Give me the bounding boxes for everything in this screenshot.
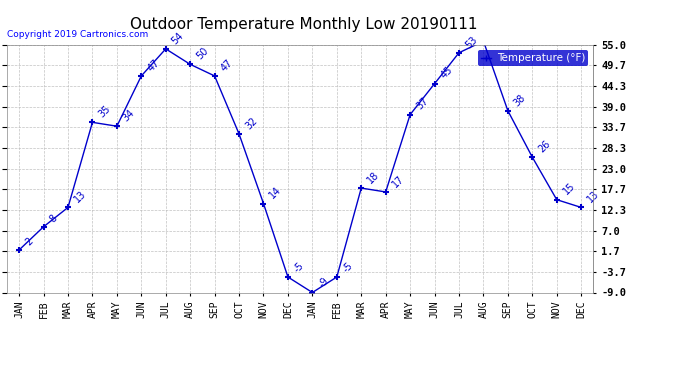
Text: 32: 32 [243,116,259,131]
Text: 50: 50 [195,46,210,62]
Text: 8: 8 [48,213,59,224]
Text: 45: 45 [439,65,455,81]
Text: 18: 18 [366,170,381,185]
Text: 2: 2 [23,236,34,247]
Text: 53: 53 [463,34,479,50]
Text: Outdoor Temperature Monthly Low 20190111: Outdoor Temperature Monthly Low 20190111 [130,17,477,32]
Text: 37: 37 [414,96,430,112]
Text: -5: -5 [341,260,355,274]
Text: -5: -5 [292,260,306,274]
Text: 54: 54 [170,30,186,46]
Text: 17: 17 [390,173,406,189]
Text: 15: 15 [561,181,577,197]
Text: Copyright 2019 Cartronics.com: Copyright 2019 Cartronics.com [7,30,148,39]
Text: 13: 13 [585,189,601,205]
Text: 38: 38 [512,92,528,108]
Text: -9: -9 [317,276,331,290]
Text: 47: 47 [146,57,161,73]
Text: 47: 47 [219,57,235,73]
Text: 14: 14 [268,185,284,201]
Text: 26: 26 [536,138,552,154]
Legend: Temperature (°F): Temperature (°F) [478,50,588,66]
Text: 13: 13 [72,189,88,205]
Text: 56: 56 [0,374,1,375]
Text: 34: 34 [121,108,137,123]
Text: 35: 35 [97,104,112,120]
